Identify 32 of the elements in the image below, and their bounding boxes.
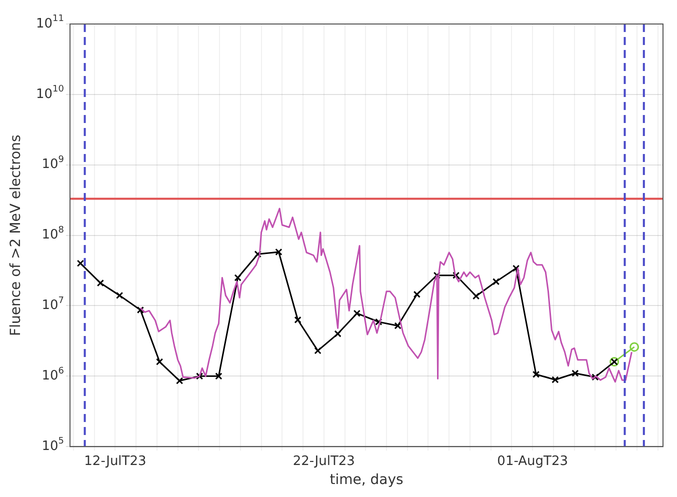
point bbox=[353, 310, 361, 317]
point bbox=[196, 372, 204, 380]
point bbox=[512, 264, 520, 272]
x-tick-label: 01-AugT23 bbox=[497, 454, 568, 469]
point bbox=[275, 248, 282, 256]
point bbox=[472, 292, 480, 300]
point bbox=[452, 272, 460, 279]
point bbox=[116, 292, 124, 300]
point bbox=[433, 272, 441, 279]
point bbox=[156, 358, 164, 366]
point bbox=[492, 278, 500, 286]
point bbox=[572, 370, 579, 377]
point bbox=[394, 322, 402, 330]
y-axis-title: Fluence of >2 MeV electrons bbox=[8, 134, 24, 336]
point bbox=[254, 250, 262, 258]
point bbox=[314, 347, 322, 354]
point bbox=[334, 330, 342, 338]
point bbox=[76, 260, 84, 267]
point bbox=[375, 318, 382, 326]
point bbox=[294, 316, 302, 324]
point bbox=[96, 279, 104, 287]
point bbox=[215, 372, 222, 380]
x-tick-label: 22-JulT23 bbox=[292, 454, 355, 469]
point bbox=[234, 274, 242, 282]
point bbox=[176, 377, 184, 384]
x-tick-label: 12-JulT23 bbox=[84, 454, 146, 469]
x-axis-title: time, days bbox=[330, 472, 404, 488]
point bbox=[532, 370, 540, 378]
point bbox=[136, 306, 144, 314]
point bbox=[552, 376, 559, 384]
point bbox=[413, 290, 421, 298]
point bbox=[592, 374, 599, 381]
